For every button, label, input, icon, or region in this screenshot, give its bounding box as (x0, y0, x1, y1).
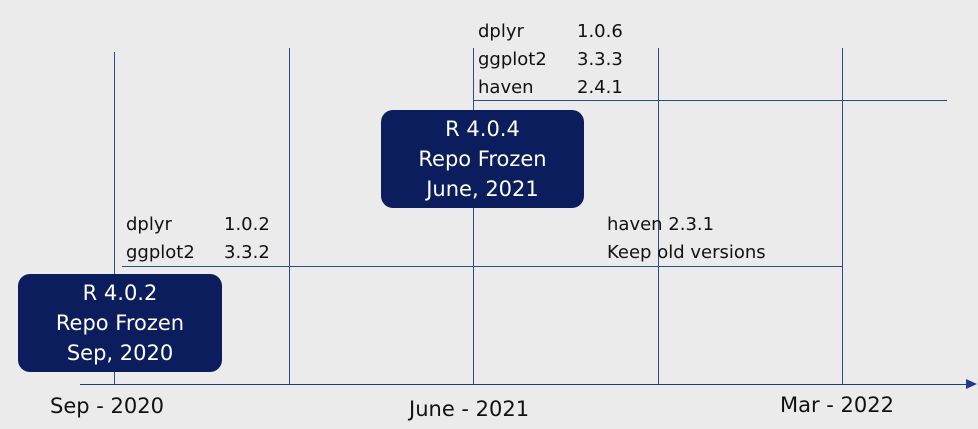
release-date: June, 2021 (426, 177, 539, 201)
grid-line-5 (842, 48, 843, 385)
tick-label-start: Sep - 2020 (50, 394, 164, 418)
haven-note: haven 2.3.1 Keep old versions (607, 211, 766, 267)
grid-line-4 (658, 48, 659, 385)
tick-label-end: Mar - 2022 (780, 393, 894, 417)
axis-arrow-icon (966, 379, 977, 389)
release-version: R 4.0.2 (82, 281, 158, 305)
package-version: 3.3.3 (577, 49, 623, 70)
package-name: dplyr (126, 214, 172, 235)
package-name: ggplot2 (126, 242, 195, 263)
package-version: 2.4.1 (577, 77, 623, 98)
release-status: Repo Frozen (55, 311, 185, 335)
package-name: ggplot2 (478, 49, 547, 70)
package-version: 1.0.6 (577, 21, 623, 42)
tick-label-middle: June - 2021 (409, 397, 530, 421)
package-name: haven (478, 77, 534, 98)
release-status: Repo Frozen (418, 147, 547, 171)
release-date: Sep, 2020 (66, 341, 174, 365)
package-version: 1.0.2 (224, 214, 270, 235)
early-release-packages: dplyr 1.0.2 ggplot2 3.3.2 (126, 211, 270, 267)
package-row: dplyr 1.0.2 (126, 211, 270, 239)
package-row: ggplot2 3.3.2 (126, 239, 270, 267)
early-release-box: R 4.0.2 Repo Frozen Sep, 2020 (18, 274, 222, 372)
early-release-underline (122, 266, 843, 267)
note-line: haven 2.3.1 (607, 214, 715, 235)
package-row: ggplot2 3.3.3 (478, 46, 623, 74)
grid-line-1 (114, 52, 115, 385)
grid-line-2 (289, 48, 290, 385)
package-row: haven 2.4.1 (478, 74, 623, 102)
package-name: dplyr (478, 21, 524, 42)
package-row: dplyr 1.0.6 (478, 18, 623, 46)
late-release-box: R 4.0.4 Repo Frozen June, 2021 (381, 110, 584, 208)
note-line: Keep old versions (607, 242, 766, 263)
late-release-packages: dplyr 1.0.6 ggplot2 3.3.3 haven 2.4.1 (478, 18, 623, 102)
late-release-underline (473, 100, 947, 101)
release-version: R 4.0.4 (445, 117, 520, 141)
package-version: 3.3.2 (224, 242, 270, 263)
timeline-axis (80, 384, 968, 385)
grid-line-3 (473, 48, 474, 385)
